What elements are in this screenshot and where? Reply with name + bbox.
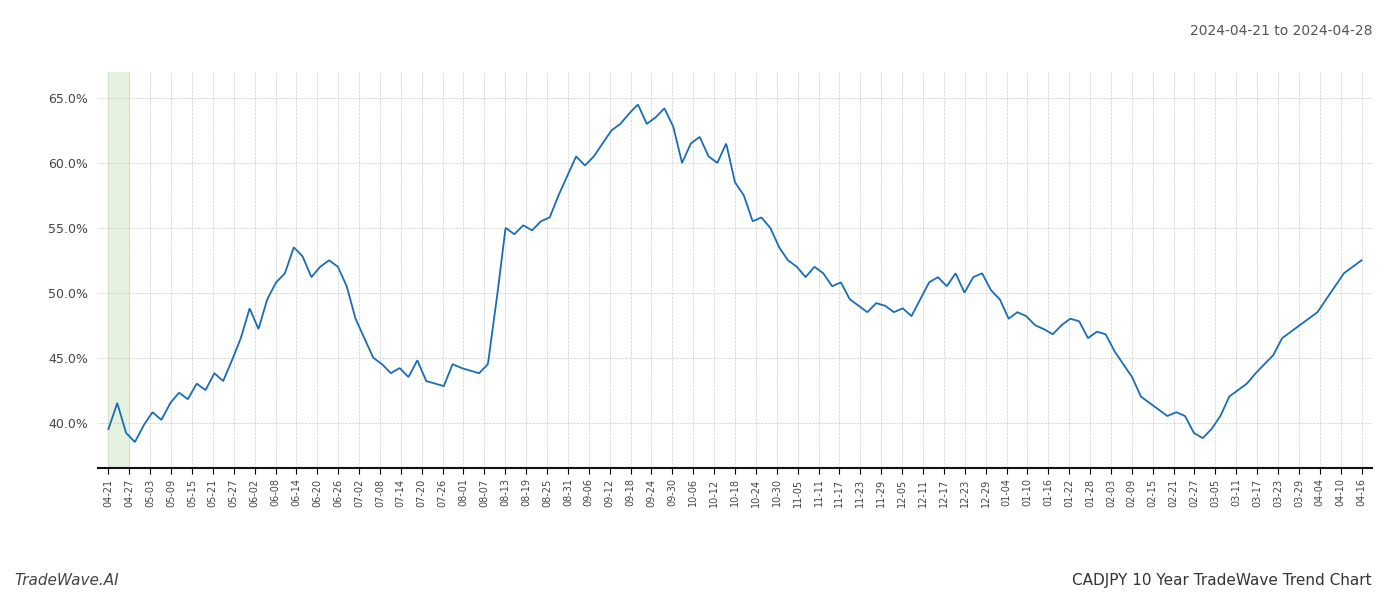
Bar [108, 72, 129, 468]
Text: CADJPY 10 Year TradeWave Trend Chart: CADJPY 10 Year TradeWave Trend Chart [1072, 573, 1372, 588]
Text: 2024-04-21 to 2024-04-28: 2024-04-21 to 2024-04-28 [1190, 24, 1372, 38]
Text: TradeWave.AI: TradeWave.AI [14, 573, 119, 588]
